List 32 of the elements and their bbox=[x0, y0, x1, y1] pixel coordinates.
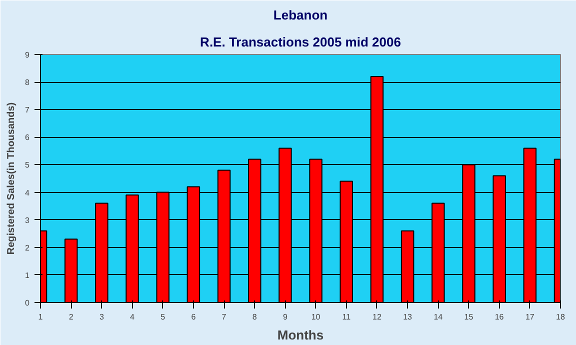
x-tick-label: 1 bbox=[38, 312, 44, 322]
y-tick-label: 2 bbox=[25, 243, 30, 252]
x-tick-label: 10 bbox=[311, 312, 321, 322]
x-tick-label: 5 bbox=[160, 312, 166, 322]
x-tick-label: 12 bbox=[372, 312, 382, 322]
x-tick-label: 16 bbox=[494, 312, 504, 322]
y-tick-label: 7 bbox=[25, 106, 30, 115]
y-tick-label: 8 bbox=[25, 78, 30, 88]
y-tick-label: 9 bbox=[25, 50, 30, 60]
y-tick-label: 4 bbox=[25, 188, 30, 198]
x-tick-label: 15 bbox=[464, 312, 474, 322]
y-tick-label: 3 bbox=[25, 216, 30, 225]
y-tick-label: 0 bbox=[25, 298, 30, 308]
chart-title: Lebanon bbox=[273, 8, 328, 22]
x-tick-label: 7 bbox=[222, 312, 227, 322]
x-tick-label: 11 bbox=[342, 312, 352, 322]
y-tick-label: 5 bbox=[25, 160, 30, 170]
x-axis-title: Months bbox=[277, 328, 324, 342]
x-tick-label: 2 bbox=[68, 312, 74, 322]
chart-subtitle: R.E. Transactions 2005 mid 2006 bbox=[200, 34, 401, 50]
x-tick-label: 4 bbox=[130, 312, 136, 322]
x-tick-label: 18 bbox=[556, 312, 566, 322]
x-tick-label: 14 bbox=[434, 312, 444, 322]
y-tick-label: 6 bbox=[25, 133, 30, 142]
x-tick-label: 6 bbox=[191, 312, 196, 322]
x-tick-label: 3 bbox=[99, 312, 104, 322]
x-tick-label: 8 bbox=[252, 312, 258, 322]
y-axis-title: Registered Sales(in Thousands) bbox=[6, 102, 18, 255]
x-tick-label: 17 bbox=[525, 312, 535, 322]
x-tick-label: 13 bbox=[403, 312, 413, 322]
x-tick-label: 9 bbox=[282, 312, 288, 322]
y-tick-label: 1 bbox=[25, 270, 30, 280]
